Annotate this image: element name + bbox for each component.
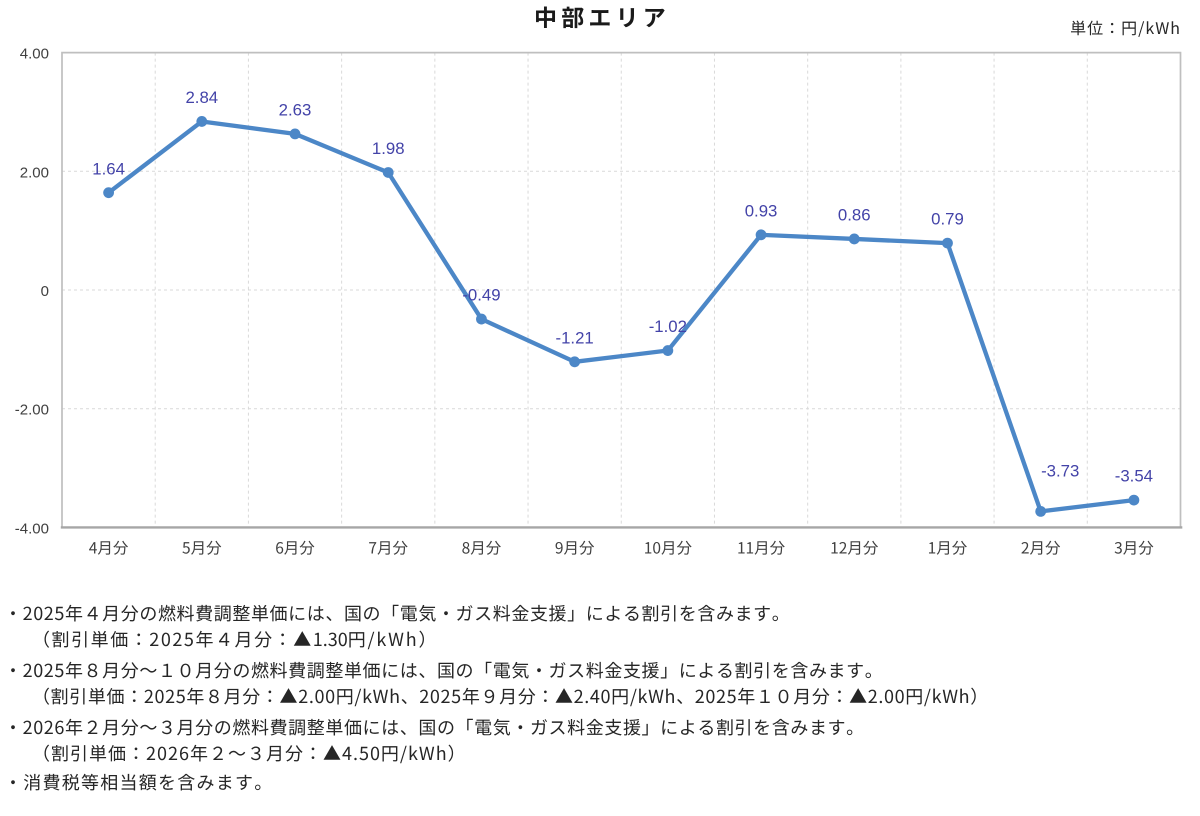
svg-text:-3.54: -3.54 — [1115, 467, 1153, 486]
svg-text:-3.73: -3.73 — [1041, 461, 1079, 480]
svg-text:0.93: 0.93 — [745, 201, 778, 220]
svg-text:0: 0 — [41, 283, 49, 300]
svg-text:6月分: 6月分 — [275, 537, 315, 559]
svg-text:11月分: 11月分 — [737, 537, 786, 559]
svg-text:-1.21: -1.21 — [556, 328, 594, 347]
svg-text:-4.00: -4.00 — [15, 520, 49, 537]
svg-text:1.98: 1.98 — [372, 139, 405, 158]
svg-text:2.63: 2.63 — [279, 101, 312, 120]
svg-text:4.00: 4.00 — [20, 46, 49, 63]
svg-text:4月分: 4月分 — [89, 537, 129, 559]
svg-text:2.84: 2.84 — [185, 88, 218, 107]
svg-text:0.79: 0.79 — [931, 210, 964, 229]
svg-text:8月分: 8月分 — [462, 537, 502, 559]
svg-text:1.64: 1.64 — [92, 159, 125, 178]
svg-text:5月分: 5月分 — [182, 537, 222, 559]
svg-text:-0.49: -0.49 — [462, 286, 500, 305]
svg-text:7月分: 7月分 — [368, 537, 408, 559]
svg-text:10月分: 10月分 — [644, 537, 693, 559]
svg-text:3月分: 3月分 — [1114, 537, 1154, 559]
svg-text:0.86: 0.86 — [838, 206, 871, 225]
svg-text:1月分: 1月分 — [928, 537, 968, 559]
svg-text:2.00: 2.00 — [20, 164, 49, 181]
svg-text:12月分: 12月分 — [830, 537, 879, 559]
svg-text:-2.00: -2.00 — [15, 402, 49, 419]
svg-text:9月分: 9月分 — [555, 537, 595, 559]
svg-text:-1.02: -1.02 — [649, 317, 687, 336]
svg-text:2月分: 2月分 — [1021, 537, 1061, 559]
